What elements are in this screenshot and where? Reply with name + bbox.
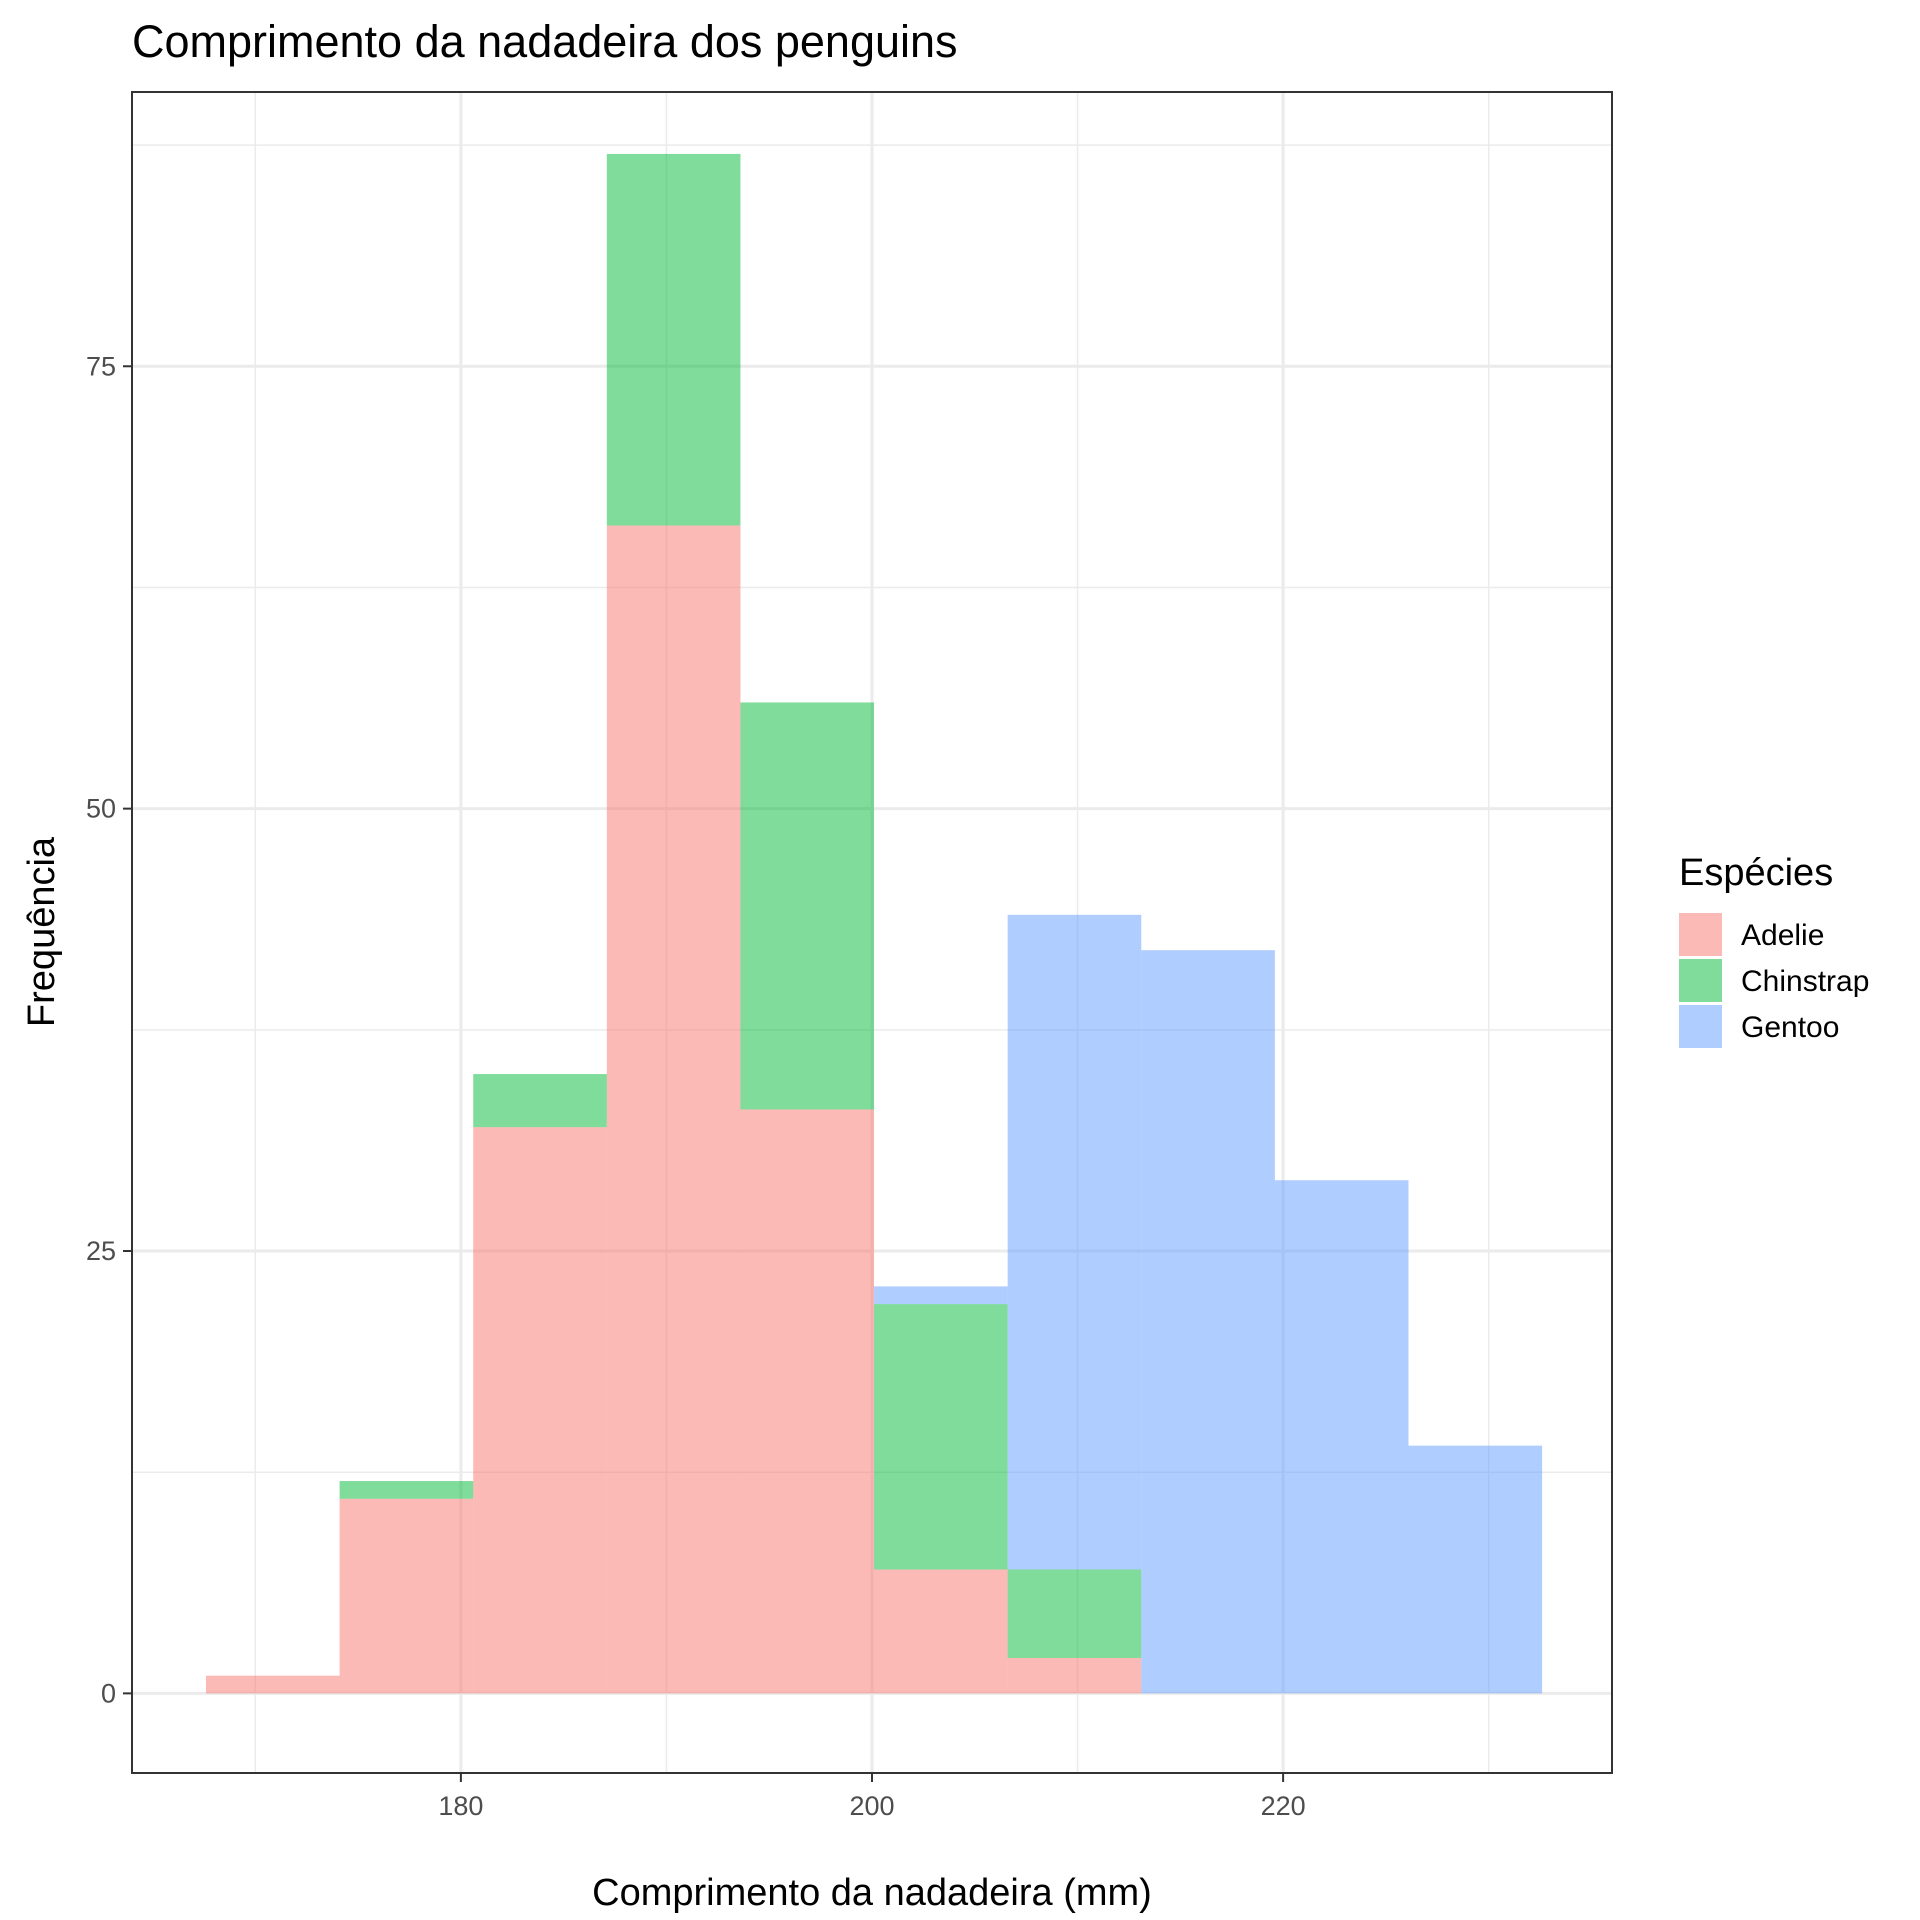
bar-chinstrap	[606, 153, 741, 526]
y-tick-label: 25	[86, 1236, 116, 1266]
bar-adelie	[606, 525, 741, 1694]
bar-chinstrap	[1007, 1569, 1142, 1658]
legend-label-chinstrap: Chinstrap	[1741, 965, 1869, 998]
bar-adelie	[473, 1127, 607, 1694]
legend: Espécies Adelie Chinstrap Gentoo	[1679, 852, 1869, 1048]
bars	[206, 153, 1543, 1694]
legend-key-chinstrap	[1679, 959, 1722, 1002]
bar-chinstrap	[339, 1481, 474, 1499]
bar-gentoo	[874, 1286, 1008, 1305]
bar-adelie	[206, 1675, 340, 1694]
y-axis: 0 25 50 75	[86, 351, 132, 1708]
x-tick-label: 220	[1261, 1791, 1306, 1821]
bar-chinstrap	[874, 1304, 1008, 1570]
bar-adelie	[339, 1498, 474, 1694]
y-tick-label: 75	[86, 351, 116, 381]
legend-title: Espécies	[1679, 852, 1833, 894]
x-tick-label: 200	[849, 1791, 894, 1821]
y-tick-label: 0	[101, 1678, 116, 1708]
bar-chinstrap	[740, 702, 875, 1110]
bar-adelie	[1007, 1657, 1142, 1694]
bar-gentoo	[1007, 914, 1142, 1570]
bar-adelie	[874, 1569, 1008, 1694]
bar-chinstrap	[473, 1074, 607, 1128]
x-tick-label: 180	[438, 1791, 483, 1821]
chart-title: Comprimento da nadadeira dos penguins	[132, 16, 958, 67]
legend-label-adelie: Adelie	[1741, 919, 1824, 952]
legend-key-adelie	[1679, 913, 1722, 956]
series-gentoo	[874, 914, 1543, 1694]
series-adelie	[206, 525, 1142, 1694]
x-axis: 180 200 220	[438, 1773, 1306, 1821]
bar-gentoo	[1141, 950, 1275, 1694]
legend-key-gentoo	[1679, 1005, 1722, 1048]
y-axis-title: Frequência	[21, 836, 63, 1027]
x-axis-title: Comprimento da nadadeira (mm)	[592, 1872, 1152, 1914]
bar-gentoo	[1408, 1445, 1543, 1694]
series-chinstrap	[339, 153, 1142, 1658]
bar-adelie	[740, 1109, 875, 1694]
legend-label-gentoo: Gentoo	[1741, 1011, 1839, 1044]
y-tick-label: 50	[86, 794, 116, 824]
bar-gentoo	[1274, 1180, 1409, 1694]
